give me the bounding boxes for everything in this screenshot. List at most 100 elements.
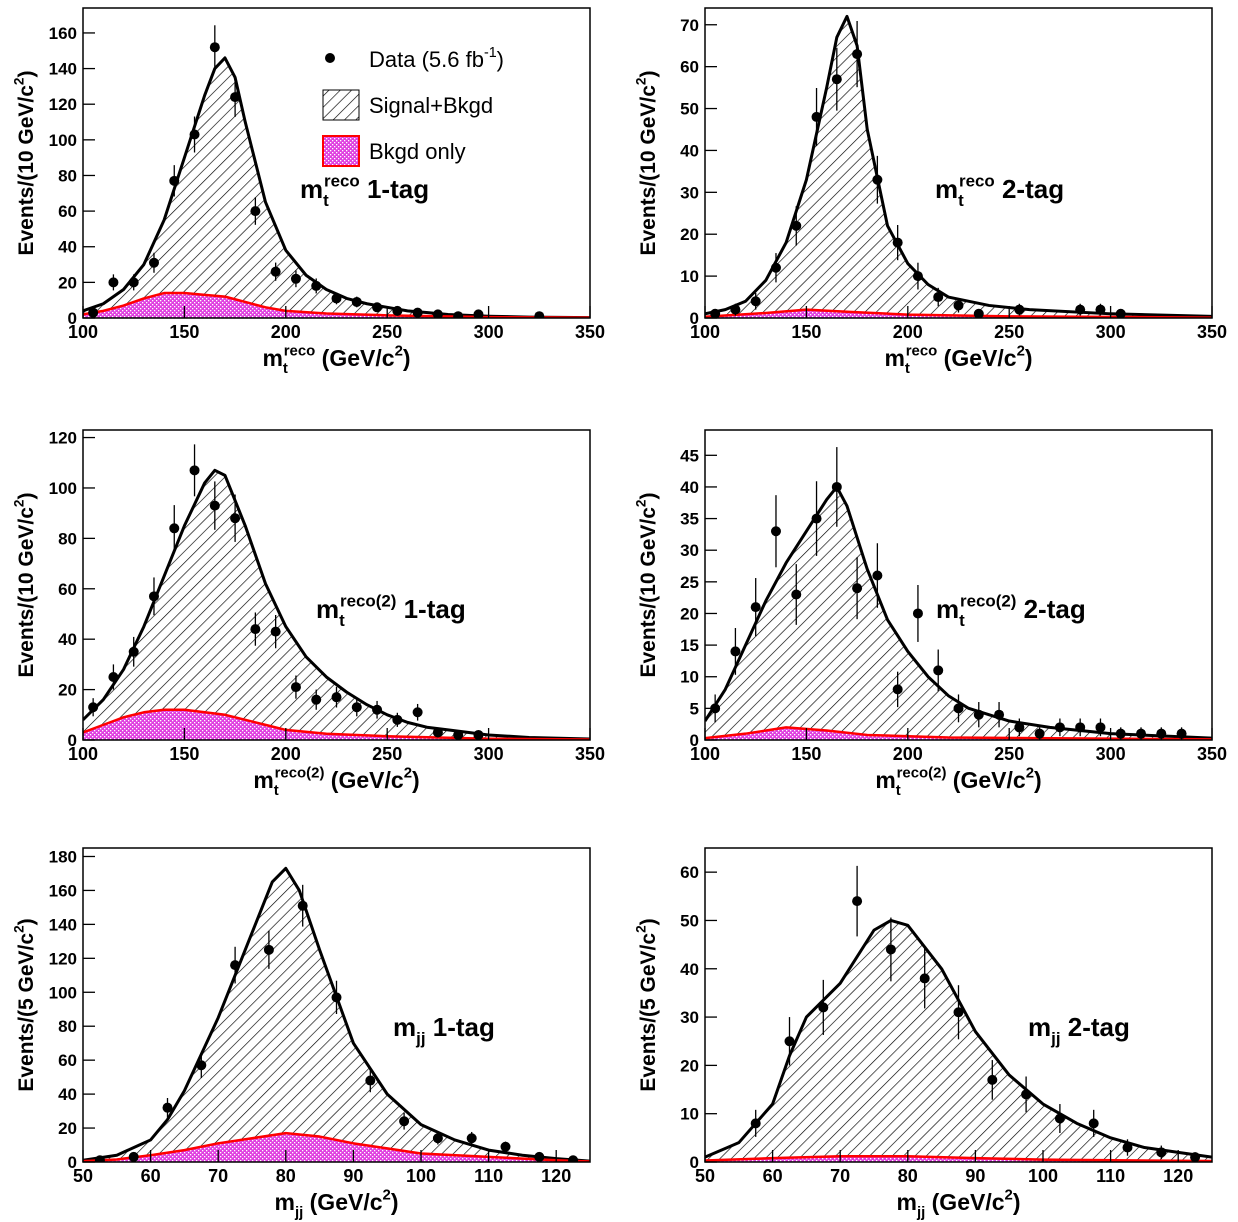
- x-tick-label: 250: [994, 744, 1024, 764]
- data-point: [209, 42, 220, 53]
- data-point: [1156, 728, 1167, 739]
- x-tick-label: 100: [690, 322, 720, 342]
- x-tick-label: 350: [575, 322, 605, 342]
- y-tick-label: 140: [49, 60, 77, 79]
- x-tick-label: 60: [763, 1166, 783, 1186]
- text-part: 2: [634, 77, 649, 85]
- text-part: 2: [12, 499, 27, 507]
- text-part: Events/(5 GeV/c: [637, 933, 660, 1092]
- data-point: [230, 92, 241, 103]
- data-point: [290, 682, 301, 693]
- y-tick-label: 0: [68, 731, 77, 750]
- x-axis-label: mjj (GeV/c2): [274, 1187, 398, 1221]
- x-tick-label: 200: [271, 744, 301, 764]
- data-point: [209, 500, 220, 511]
- y-axis-label: Events/(5 GeV/c2): [634, 918, 660, 1091]
- text-part: -1: [484, 45, 497, 61]
- text-part: ): [15, 492, 38, 499]
- text-part: m: [935, 174, 958, 204]
- y-tick-label: 40: [680, 141, 699, 160]
- data-point: [1034, 728, 1045, 739]
- x-tick-label: 300: [1096, 322, 1126, 342]
- data-point: [852, 49, 863, 60]
- y-tick-label: 25: [680, 573, 699, 592]
- x-axis-label: mtreco (GeV/c2): [884, 343, 1032, 377]
- data-point: [994, 709, 1005, 720]
- plot-area: [705, 14, 1212, 318]
- data-point: [730, 304, 741, 315]
- data-point: [148, 591, 159, 602]
- data-point: [872, 570, 883, 581]
- y-tick-label: 100: [49, 479, 77, 498]
- data-point: [250, 206, 261, 217]
- x-tick-label: 50: [73, 1166, 93, 1186]
- text-part: ): [15, 70, 38, 77]
- data-point: [710, 308, 721, 318]
- y-tick-label: 30: [680, 183, 699, 202]
- text-part: jj: [415, 1029, 425, 1048]
- data-point: [852, 896, 863, 907]
- data-point: [88, 307, 99, 318]
- data-point: [1088, 1118, 1099, 1129]
- text-part: t: [959, 611, 965, 630]
- data-point: [791, 220, 802, 231]
- text-part: 2: [1026, 765, 1034, 782]
- x-tick-label: 100: [68, 744, 98, 764]
- y-tick-label: 40: [680, 960, 699, 979]
- plot-area: [83, 25, 590, 318]
- data-point: [162, 1102, 173, 1113]
- data-point: [973, 709, 984, 720]
- data-point: [169, 523, 180, 534]
- x-tick-label: 80: [898, 1166, 918, 1186]
- text-part: ): [15, 918, 38, 925]
- legend-swatch: [322, 135, 360, 167]
- plot-area: [83, 444, 590, 740]
- text-part: ): [1013, 1189, 1021, 1215]
- data-point: [730, 646, 741, 657]
- frame: [82, 429, 591, 741]
- data-point: [953, 703, 964, 714]
- data-point: [432, 309, 443, 318]
- data-point: [351, 702, 362, 713]
- text-part: jj: [294, 1204, 303, 1221]
- x-tick-label: 100: [406, 1166, 436, 1186]
- text-part: ): [637, 70, 660, 77]
- data-point: [473, 729, 484, 740]
- text-part: 2: [404, 765, 412, 782]
- x-tick-label: 300: [1096, 744, 1126, 764]
- area: [83, 57, 590, 318]
- data-point: [169, 175, 180, 186]
- y-tick-label: 0: [690, 1153, 699, 1172]
- data-point: [331, 992, 342, 1003]
- data-point: [399, 1116, 410, 1127]
- x-tick-label: 150: [169, 744, 199, 764]
- text-part: m: [300, 174, 323, 204]
- y-tick-label: 5: [690, 699, 699, 718]
- data-point: [311, 694, 322, 705]
- data-point: [933, 292, 944, 303]
- data-point: [534, 1151, 545, 1162]
- y-tick-label: 45: [680, 446, 699, 465]
- data-point: [392, 305, 403, 316]
- y-tick-label: 10: [680, 267, 699, 286]
- x-tick-label: 300: [474, 322, 504, 342]
- data-point: [770, 262, 781, 273]
- annotation: mjj 2-tag: [1028, 1012, 1130, 1048]
- text-part: reco: [284, 343, 316, 360]
- data-point: [1176, 728, 1187, 739]
- x-tick-label: 70: [830, 1166, 850, 1186]
- data-point: [852, 583, 863, 594]
- x-tick-label: 50: [695, 1166, 715, 1186]
- curve: [705, 918, 1212, 1159]
- data-point: [412, 307, 423, 318]
- x-axis-label: mjj (GeV/c2): [896, 1187, 1020, 1221]
- data-point: [128, 646, 139, 657]
- text-part: ): [637, 492, 660, 499]
- text-part: (GeV/c: [937, 345, 1016, 371]
- data-point: [750, 296, 761, 307]
- curve: [83, 56, 590, 318]
- data-point: [811, 111, 822, 122]
- data-point: [770, 526, 781, 537]
- text-part: Events/(10 GeV/c: [637, 507, 660, 678]
- y-tick-label: 0: [68, 309, 77, 328]
